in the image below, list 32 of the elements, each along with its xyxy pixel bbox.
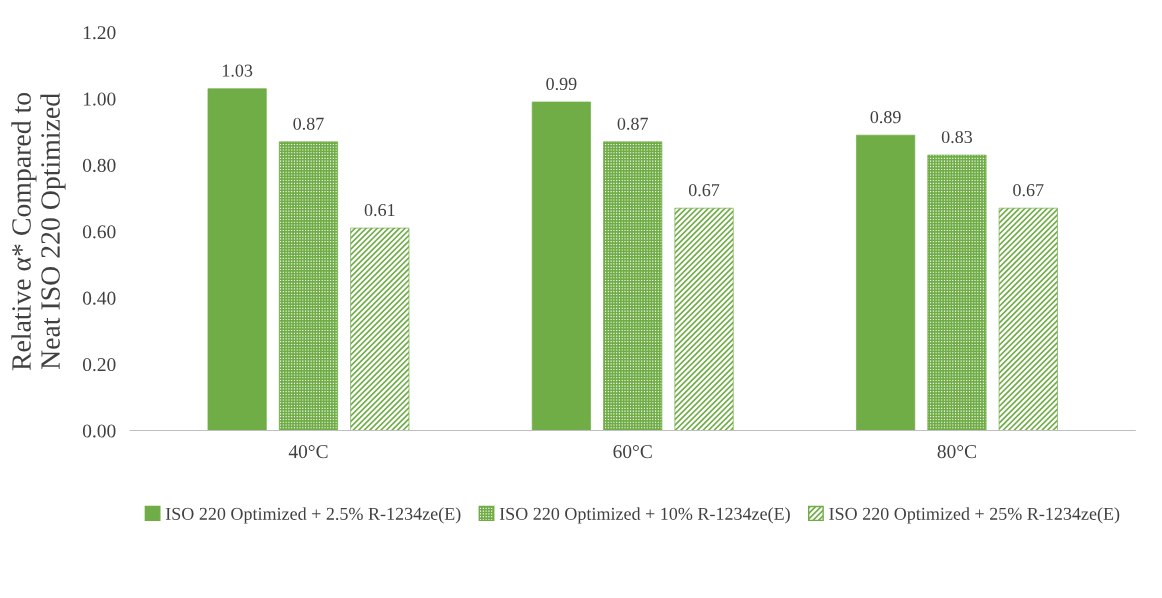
x-tick-label: 40°C [288, 445, 328, 459]
bar [278, 141, 338, 431]
data-label: 0.61 [364, 203, 395, 217]
legend-label: ISO 220 Optimized + 2.5% R-1234ze(E) [165, 507, 461, 524]
data-label: 0.89 [870, 110, 901, 124]
bar [998, 207, 1058, 431]
bar [603, 141, 663, 431]
x-tick-label: 80°C [937, 445, 976, 459]
bar [856, 134, 916, 431]
bar [207, 88, 267, 431]
legend-label: ISO 220 Optimized + 25% R-1234ze(E) [829, 507, 1120, 524]
bar [674, 207, 734, 431]
data-label: 0.67 [688, 184, 720, 197]
data-label: 0.83 [941, 130, 973, 144]
y-tick-label: 1.20 [83, 26, 116, 40]
bar [531, 101, 591, 431]
y-tick-label: 0.80 [82, 158, 116, 173]
bar [350, 227, 410, 431]
y-tick-label: 0.00 [82, 424, 116, 438]
legend-label: ISO 220 Optimized + 10% R-1234ze(E) [499, 507, 790, 524]
data-label: 1.03 [222, 64, 253, 77]
data-label: 0.87 [293, 117, 324, 130]
y-tick-label: 1.00 [83, 92, 116, 106]
data-label: 0.67 [1013, 184, 1044, 197]
x-tick-label: 60°C [613, 445, 652, 459]
data-label: 0.87 [617, 117, 648, 130]
y-tick-label: 0.60 [82, 225, 116, 239]
y-tick-label: 0.40 [82, 291, 116, 305]
y-axis-title: Relative α* Compared to Neat ISO 220 Optimized [11, 92, 66, 371]
y-tick-label: 0.20 [82, 358, 116, 372]
data-label: 0.99 [546, 77, 577, 91]
bar [927, 154, 987, 431]
